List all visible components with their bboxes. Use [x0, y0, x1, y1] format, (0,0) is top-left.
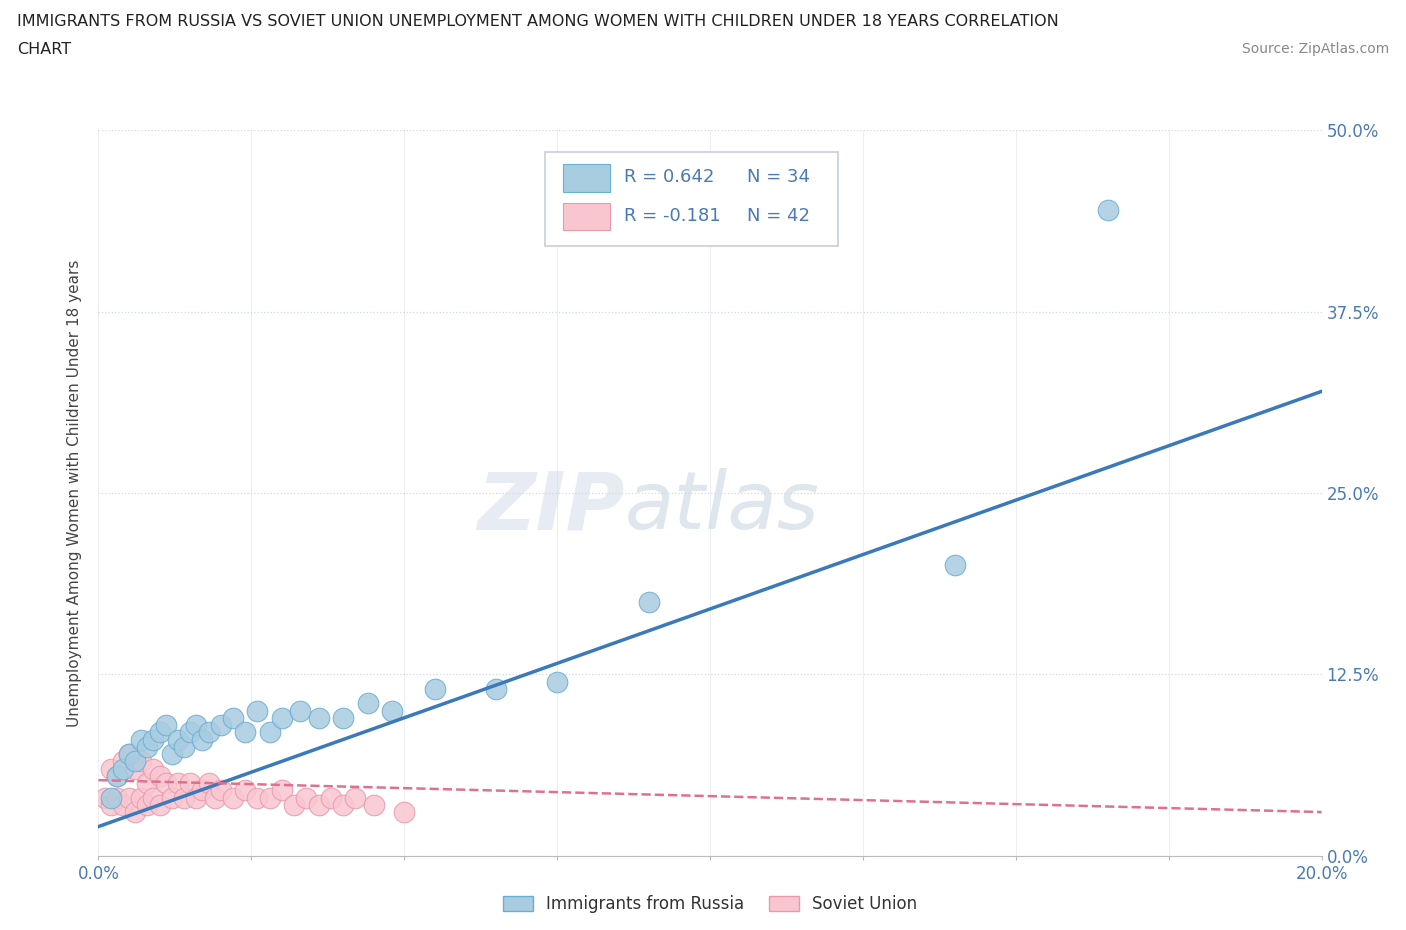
Point	[290, 703, 312, 718]
Point	[118, 747, 141, 762]
Point	[259, 790, 281, 805]
Point	[100, 761, 122, 776]
Point	[191, 732, 214, 747]
Point	[124, 761, 146, 776]
Legend: Immigrants from Russia, Soviet Union: Immigrants from Russia, Soviet Union	[496, 888, 924, 920]
Point	[129, 732, 152, 747]
Point	[381, 703, 404, 718]
Point	[149, 768, 172, 783]
Point	[136, 739, 159, 754]
Text: Source: ZipAtlas.com: Source: ZipAtlas.com	[1241, 42, 1389, 56]
Point	[142, 732, 165, 747]
Point	[129, 754, 152, 769]
Point	[105, 768, 128, 783]
Point	[233, 724, 256, 739]
Point	[1097, 203, 1119, 218]
FancyBboxPatch shape	[546, 152, 838, 246]
Point	[308, 797, 330, 812]
Point	[222, 790, 245, 805]
Point	[100, 790, 122, 805]
Point	[100, 797, 122, 812]
Point	[124, 804, 146, 819]
Point	[197, 724, 219, 739]
Point	[637, 594, 661, 609]
Point	[149, 797, 172, 812]
Point	[204, 790, 226, 805]
Point	[270, 711, 292, 725]
Point	[356, 696, 378, 711]
Text: N = 34: N = 34	[747, 168, 810, 186]
Point	[111, 797, 134, 812]
Point	[344, 790, 367, 805]
Text: IMMIGRANTS FROM RUSSIA VS SOVIET UNION UNEMPLOYMENT AMONG WOMEN WITH CHILDREN UN: IMMIGRANTS FROM RUSSIA VS SOVIET UNION U…	[17, 14, 1059, 29]
Point	[319, 790, 342, 805]
Point	[118, 747, 141, 762]
Point	[209, 783, 232, 798]
Point	[160, 790, 183, 805]
Point	[186, 790, 208, 805]
Point	[160, 747, 183, 762]
Point	[142, 761, 165, 776]
Point	[233, 783, 256, 798]
Point	[155, 776, 177, 790]
Point	[136, 797, 159, 812]
Point	[485, 682, 508, 697]
Y-axis label: Unemployment Among Women with Children Under 18 years: Unemployment Among Women with Children U…	[67, 259, 83, 726]
Text: R = -0.181: R = -0.181	[624, 206, 721, 225]
Point	[222, 711, 245, 725]
Point	[392, 804, 416, 819]
Point	[167, 776, 190, 790]
Point	[173, 790, 195, 805]
Point	[173, 739, 195, 754]
Point	[363, 797, 385, 812]
Text: atlas: atlas	[624, 469, 820, 547]
Point	[105, 790, 128, 805]
Point	[167, 732, 190, 747]
Point	[155, 718, 177, 733]
Point	[111, 754, 134, 769]
Text: R = 0.642: R = 0.642	[624, 168, 714, 186]
Point	[283, 797, 305, 812]
Point	[129, 790, 152, 805]
Point	[295, 790, 318, 805]
Point	[136, 776, 159, 790]
Point	[209, 718, 232, 733]
Point	[332, 711, 354, 725]
Point	[259, 724, 281, 739]
Point	[197, 776, 219, 790]
Point	[191, 783, 214, 798]
Point	[93, 790, 115, 805]
Point	[118, 790, 141, 805]
Point	[332, 797, 354, 812]
Point	[246, 790, 269, 805]
FancyBboxPatch shape	[564, 165, 610, 192]
Point	[149, 724, 172, 739]
Point	[246, 703, 269, 718]
Point	[111, 761, 134, 776]
Point	[105, 768, 128, 783]
Point	[423, 682, 446, 697]
Point	[546, 674, 568, 689]
Point	[124, 754, 146, 769]
Point	[943, 558, 966, 573]
FancyBboxPatch shape	[564, 203, 610, 231]
Point	[186, 718, 208, 733]
Point	[308, 711, 330, 725]
Point	[142, 790, 165, 805]
Text: CHART: CHART	[17, 42, 70, 57]
Text: N = 42: N = 42	[747, 206, 810, 225]
Point	[270, 783, 292, 798]
Point	[179, 724, 201, 739]
Point	[179, 776, 201, 790]
Text: ZIP: ZIP	[477, 469, 624, 547]
